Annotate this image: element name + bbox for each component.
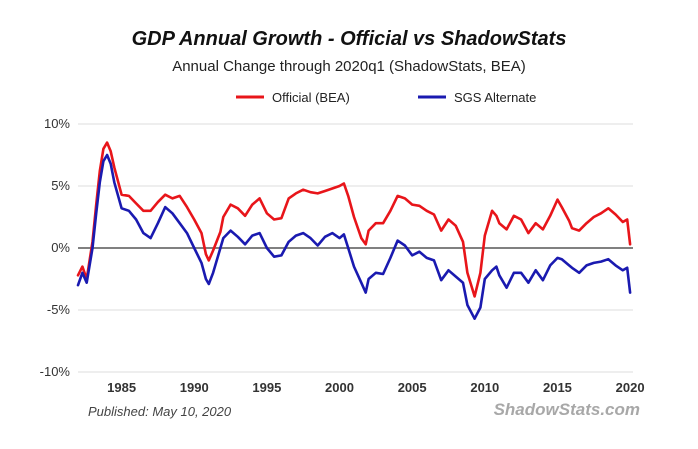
watermark: ShadowStats.com [493, 400, 640, 419]
y-tick-label: 0% [51, 240, 70, 255]
published-date: Published: May 10, 2020 [88, 404, 232, 419]
y-tick-label: 5% [51, 178, 70, 193]
legend-sgs-label: SGS Alternate [454, 90, 536, 105]
legend: Official (BEA) SGS Alternate [236, 90, 536, 105]
x-tick-label: 1985 [107, 380, 136, 395]
y-tick-label: -10% [40, 364, 71, 379]
series-layer [76, 141, 632, 320]
x-tick-label: 2005 [398, 380, 427, 395]
y-tick-label: -5% [47, 302, 71, 317]
x-tick-label: 1995 [252, 380, 281, 395]
x-tick-label: 2000 [325, 380, 354, 395]
x-tick-label: 1990 [180, 380, 209, 395]
x-tick-label: 2015 [543, 380, 572, 395]
legend-official-label: Official (BEA) [272, 90, 350, 105]
chart-subtitle: Annual Change through 2020q1 (ShadowStat… [172, 58, 526, 75]
official-bea-line [76, 141, 632, 298]
x-tick-label: 2020 [616, 380, 645, 395]
sgs-alternate-line [76, 153, 632, 320]
grid-layer [78, 123, 633, 373]
y-tick-label: 10% [44, 116, 70, 131]
x-tick-label: 2010 [470, 380, 499, 395]
chart-title: GDP Annual Growth - Official vs ShadowSt… [131, 28, 567, 50]
axis-layer: -10% -5% 0% 5% 10% 1985 1990 1995 2000 2005 2010 20… [40, 116, 645, 395]
